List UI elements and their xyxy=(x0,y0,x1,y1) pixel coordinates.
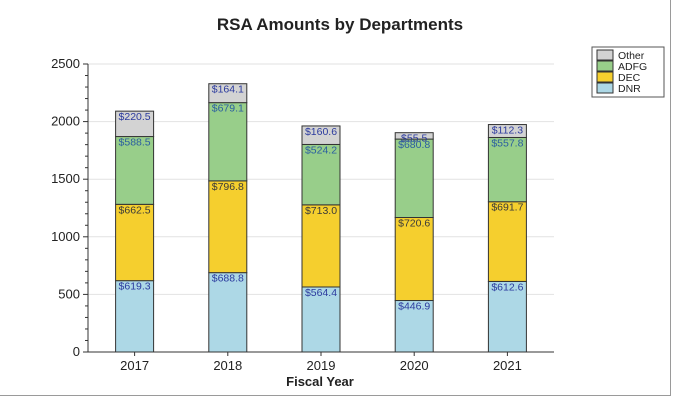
x-tick-label: 2018 xyxy=(213,358,242,373)
data-label-dnr-2018: $688.8 xyxy=(212,273,244,285)
chart-title: RSA Amounts by Departments xyxy=(217,15,463,34)
data-label-dnr-2017: $619.3 xyxy=(119,281,151,293)
x-tick-label: 2020 xyxy=(400,358,429,373)
bar-segment-dec-2018 xyxy=(208,180,248,274)
data-label-dnr-2020: $446.9 xyxy=(398,301,430,313)
legend-label-other: Other xyxy=(618,50,645,62)
data-label-dec-2018: $796.8 xyxy=(212,181,244,193)
y-tick-label: 0 xyxy=(73,344,80,359)
data-label-dnr-2021: $612.6 xyxy=(491,281,523,293)
y-tick-label: 500 xyxy=(58,286,80,301)
legend-label-dec: DEC xyxy=(618,72,641,84)
data-label-other-2018: $164.1 xyxy=(212,84,244,96)
data-label-dec-2021: $691.7 xyxy=(491,202,523,214)
x-tick-label: 2021 xyxy=(493,358,522,373)
y-tick-label: 1500 xyxy=(51,171,80,186)
data-label-dnr-2019: $564.4 xyxy=(305,287,337,299)
y-tick-label: 1000 xyxy=(51,229,80,244)
bar-segment-dnr-2018 xyxy=(208,272,248,353)
data-label-other-2020: $55.5 xyxy=(401,133,427,145)
y-tick-label: 2500 xyxy=(51,56,80,71)
bar-segment-adfg-2019 xyxy=(301,143,341,206)
legend-swatch-dnr xyxy=(596,82,614,94)
legend-label-dnr: DNR xyxy=(618,83,641,95)
legend-label-adfg: ADFG xyxy=(618,61,647,73)
data-label-dec-2020: $720.6 xyxy=(398,218,430,230)
data-label-other-2021: $112.3 xyxy=(492,125,523,137)
axes: 0 500 1000 1500 2000 2500 2017 2018 2019 2020 2021 xyxy=(51,56,554,373)
data-label-adfg-2019: $524.2 xyxy=(305,144,337,156)
bar-segment-adfg-2017 xyxy=(115,136,155,205)
data-label-other-2019: $160.6 xyxy=(305,126,337,138)
bars: $619.3 $662.5 $588.5 $220.5 $688.8 $796.8 $679… xyxy=(115,83,527,353)
legend-swatch-dec xyxy=(596,71,614,83)
x-tick-label: 2017 xyxy=(120,358,149,373)
bar-segment-dnr-2021 xyxy=(487,280,527,353)
data-label-dec-2017: $662.5 xyxy=(119,204,151,216)
bar-segment-adfg-2021 xyxy=(487,136,527,203)
legend-swatch-adfg xyxy=(596,60,614,72)
bar-segment-dnr-2017 xyxy=(115,280,155,353)
y-tick-label: 2000 xyxy=(51,114,80,129)
bar-segment-other-2019 xyxy=(301,125,341,145)
bar-segment-adfg-2018 xyxy=(208,102,248,182)
bar-segment-dec-2020 xyxy=(394,217,434,302)
bar-segment-dec-2019 xyxy=(301,204,341,288)
bar-segment-other-2017 xyxy=(115,110,155,138)
bar-segment-other-2018 xyxy=(208,83,248,104)
bar-segment-dec-2021 xyxy=(487,201,527,282)
data-label-adfg-2020: $680.8 xyxy=(398,139,430,151)
data-label-other-2017: $220.5 xyxy=(119,111,151,123)
data-label-adfg-2017: $588.5 xyxy=(119,137,151,149)
data-label-adfg-2018: $679.1 xyxy=(212,103,244,115)
bar-segment-other-2020 xyxy=(394,132,434,140)
data-label-adfg-2021: $557.8 xyxy=(491,137,523,149)
bar-segment-adfg-2020 xyxy=(394,138,434,219)
x-axis-label: Fiscal Year xyxy=(286,374,354,389)
legend-swatch-other xyxy=(596,49,614,61)
x-tick-label: 2019 xyxy=(307,358,336,373)
data-label-dec-2019: $713.0 xyxy=(305,205,337,217)
bar-segment-other-2021 xyxy=(487,124,527,138)
